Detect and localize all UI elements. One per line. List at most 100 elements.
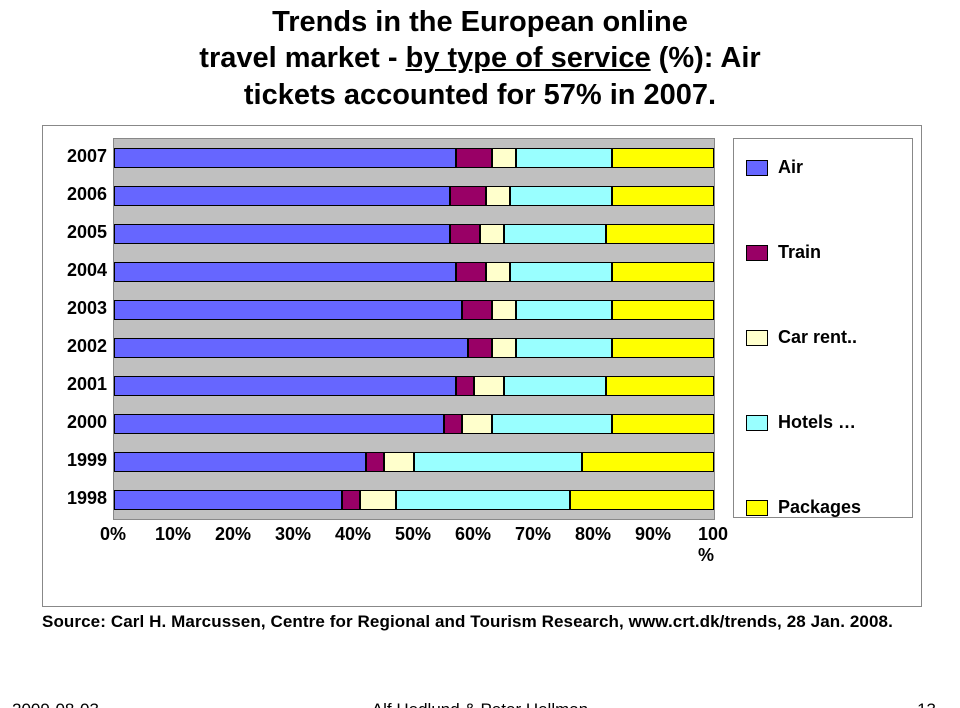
x-tick-label: 20% xyxy=(215,524,251,545)
y-tick-label: 2006 xyxy=(45,184,107,205)
bar-row xyxy=(114,338,714,359)
title-line2-underlined: by type of service xyxy=(406,42,651,74)
title-line2-pre: travel market - xyxy=(199,42,405,74)
y-tick-label: 2001 xyxy=(45,374,107,395)
y-tick-label: 2007 xyxy=(45,146,107,167)
legend-label: Train xyxy=(778,242,821,263)
footer-page: 13 xyxy=(917,700,936,708)
bar-segment xyxy=(492,414,612,435)
bar-segment xyxy=(114,186,450,207)
bar-segment xyxy=(582,452,714,473)
bar-row xyxy=(114,414,714,435)
bar-row xyxy=(114,300,714,321)
bar-segment xyxy=(510,186,612,207)
y-tick-label: 1999 xyxy=(45,450,107,471)
bar-row xyxy=(114,376,714,397)
bar-segment xyxy=(114,490,342,511)
bar-segment xyxy=(516,338,612,359)
bar-segment xyxy=(360,490,396,511)
bar-segment xyxy=(516,148,612,169)
bar-segment xyxy=(462,300,492,321)
bar-segment xyxy=(444,414,462,435)
y-tick-label: 2005 xyxy=(45,222,107,243)
bar-segment xyxy=(450,186,486,207)
x-tick-label: 90% xyxy=(635,524,671,545)
x-tick-label: 10% xyxy=(155,524,191,545)
bar-segment xyxy=(114,262,456,283)
bar-row xyxy=(114,186,714,207)
bar-segment xyxy=(504,224,606,245)
bar-row xyxy=(114,224,714,245)
bar-segment xyxy=(570,490,714,511)
bar-segment xyxy=(366,452,384,473)
source-text: Source: Carl H. Marcussen, Centre for Re… xyxy=(42,612,893,632)
title-line1: Trends in the European online xyxy=(272,6,688,38)
legend-label: Car rent.. xyxy=(778,327,857,348)
bar-segment xyxy=(612,414,714,435)
bar-row xyxy=(114,148,714,169)
bar-segment xyxy=(456,148,492,169)
legend-item: Packages xyxy=(746,497,861,518)
x-tick-label: 70% xyxy=(515,524,551,545)
bar-segment xyxy=(384,452,414,473)
legend-swatch xyxy=(746,500,768,516)
legend-label: Air xyxy=(778,157,803,178)
legend-swatch xyxy=(746,415,768,431)
legend-swatch xyxy=(746,330,768,346)
bar-segment xyxy=(486,262,510,283)
x-tick-label: 0% xyxy=(100,524,126,545)
title-line2-post: (%): Air xyxy=(651,42,761,74)
bar-segment xyxy=(414,452,582,473)
bar-segment xyxy=(114,300,462,321)
y-tick-label: 2003 xyxy=(45,298,107,319)
legend-swatch xyxy=(746,245,768,261)
x-axis: 0%10%20%30%40%50%60%70%80%90%100% xyxy=(113,524,713,574)
legend-label: Hotels … xyxy=(778,412,856,433)
bar-segment xyxy=(114,376,456,397)
bar-segment xyxy=(114,148,456,169)
bar-segment xyxy=(606,376,714,397)
y-tick-label: 2000 xyxy=(45,412,107,433)
bar-segment xyxy=(492,338,516,359)
bar-row xyxy=(114,452,714,473)
bar-segment xyxy=(114,224,450,245)
bar-segment xyxy=(342,490,360,511)
bar-row xyxy=(114,490,714,511)
y-tick-label: 2002 xyxy=(45,336,107,357)
x-tick-label: 40% xyxy=(335,524,371,545)
bar-segment xyxy=(468,338,492,359)
plot-area xyxy=(113,138,715,520)
bar-segment xyxy=(510,262,612,283)
bar-segment xyxy=(486,186,510,207)
legend-item: Car rent.. xyxy=(746,327,857,348)
bar-segment xyxy=(114,414,444,435)
x-tick-label: 50% xyxy=(395,524,431,545)
legend-label: Packages xyxy=(778,497,861,518)
chart-title: Trends in the European online travel mar… xyxy=(0,0,960,113)
bar-segment xyxy=(450,224,480,245)
footer-authors: Alf Hedlund & Peter Hellman xyxy=(0,700,960,708)
title-line3: tickets accounted for 57% in 2007. xyxy=(244,79,716,111)
bar-segment xyxy=(396,490,570,511)
x-tick-label: 80% xyxy=(575,524,611,545)
bar-segment xyxy=(612,262,714,283)
bar-segment xyxy=(612,186,714,207)
slide: Trends in the European online travel mar… xyxy=(0,0,960,708)
x-tick-label: 30% xyxy=(275,524,311,545)
y-tick-label: 2004 xyxy=(45,260,107,281)
bar-segment xyxy=(474,376,504,397)
bar-segment xyxy=(492,148,516,169)
legend-swatch xyxy=(746,160,768,176)
legend-item: Air xyxy=(746,157,803,178)
bar-row xyxy=(114,262,714,283)
bar-segment xyxy=(612,300,714,321)
legend-item: Hotels … xyxy=(746,412,856,433)
bar-segment xyxy=(516,300,612,321)
y-tick-label: 1998 xyxy=(45,488,107,509)
bar-segment xyxy=(606,224,714,245)
bar-segment xyxy=(456,262,486,283)
bar-segment xyxy=(462,414,492,435)
legend: Air Train Car rent.. Hotels … Packages xyxy=(733,138,913,518)
bar-segment xyxy=(492,300,516,321)
bar-segment xyxy=(504,376,606,397)
